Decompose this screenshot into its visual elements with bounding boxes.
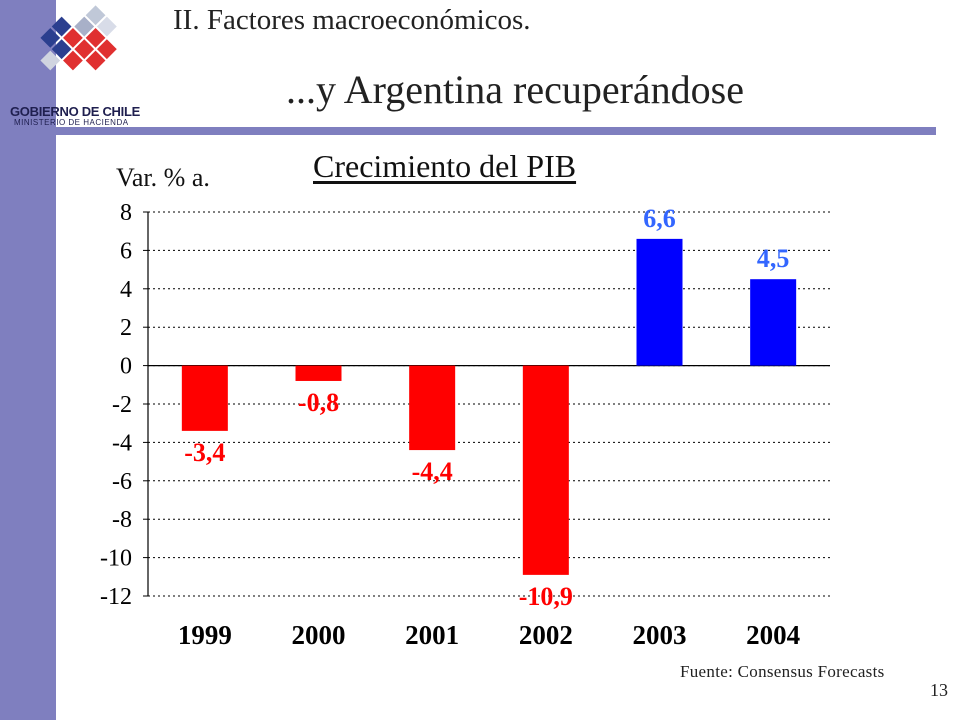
bar-2000 (295, 365, 342, 381)
page-title: ...y Argentina recuperándose (286, 67, 744, 112)
bar-2004 (750, 279, 797, 366)
x-tick-label-2004: 2004 (746, 620, 800, 650)
y-tick-label: 2 (120, 315, 132, 341)
y-tick-label: -8 (112, 507, 132, 533)
data-label-2000: -0,8 (298, 388, 339, 417)
y-tick-label: -10 (100, 546, 132, 572)
x-tick-label-2002: 2002 (519, 620, 573, 650)
y-tick-label: -12 (100, 584, 132, 610)
x-tick-label-2003: 2003 (633, 620, 687, 650)
bar-1999 (181, 365, 228, 431)
gobierno-de-chile-logo: GOBIERNO DE CHILE MINISTERIO DE HACIENDA (0, 0, 160, 132)
logo-diamonds-icon (40, 5, 117, 71)
y-axis-unit-label: Var. % a. (116, 163, 210, 192)
logo-subtitle: MINISTERIO DE HACIENDA (14, 118, 129, 127)
y-tick-label: -6 (112, 469, 132, 495)
data-label-2002: -10,9 (519, 582, 573, 611)
data-label-2001: -4,4 (412, 457, 453, 486)
bar-2003 (636, 238, 683, 366)
y-tick-label: 6 (120, 238, 132, 264)
data-label-2004: 4,5 (757, 244, 790, 273)
x-tick-label-1999: 1999 (178, 620, 232, 650)
y-tick-label: 4 (120, 277, 132, 303)
y-tick-label: 0 (120, 354, 132, 380)
left-accent-bar (0, 0, 56, 720)
section-title: II. Factores macroeconómicos. (173, 4, 531, 36)
data-label-2003: 6,6 (643, 204, 676, 233)
chart-title: Crecimiento del PIB (313, 148, 577, 184)
y-tick-label: -4 (112, 430, 132, 456)
bar-2001 (409, 365, 456, 451)
y-tick-label: -2 (112, 392, 132, 418)
bar-2002 (522, 365, 569, 575)
data-label-1999: -3,4 (184, 438, 225, 467)
x-tick-label-2000: 2000 (292, 620, 346, 650)
logo-name: GOBIERNO DE CHILE (10, 104, 140, 119)
header-rule (32, 127, 936, 135)
y-tick-label: 8 (120, 200, 132, 226)
x-tick-label-2001: 2001 (405, 620, 459, 650)
page-number: 13 (930, 680, 948, 700)
source-note: Fuente: Consensus Forecasts (680, 662, 885, 681)
